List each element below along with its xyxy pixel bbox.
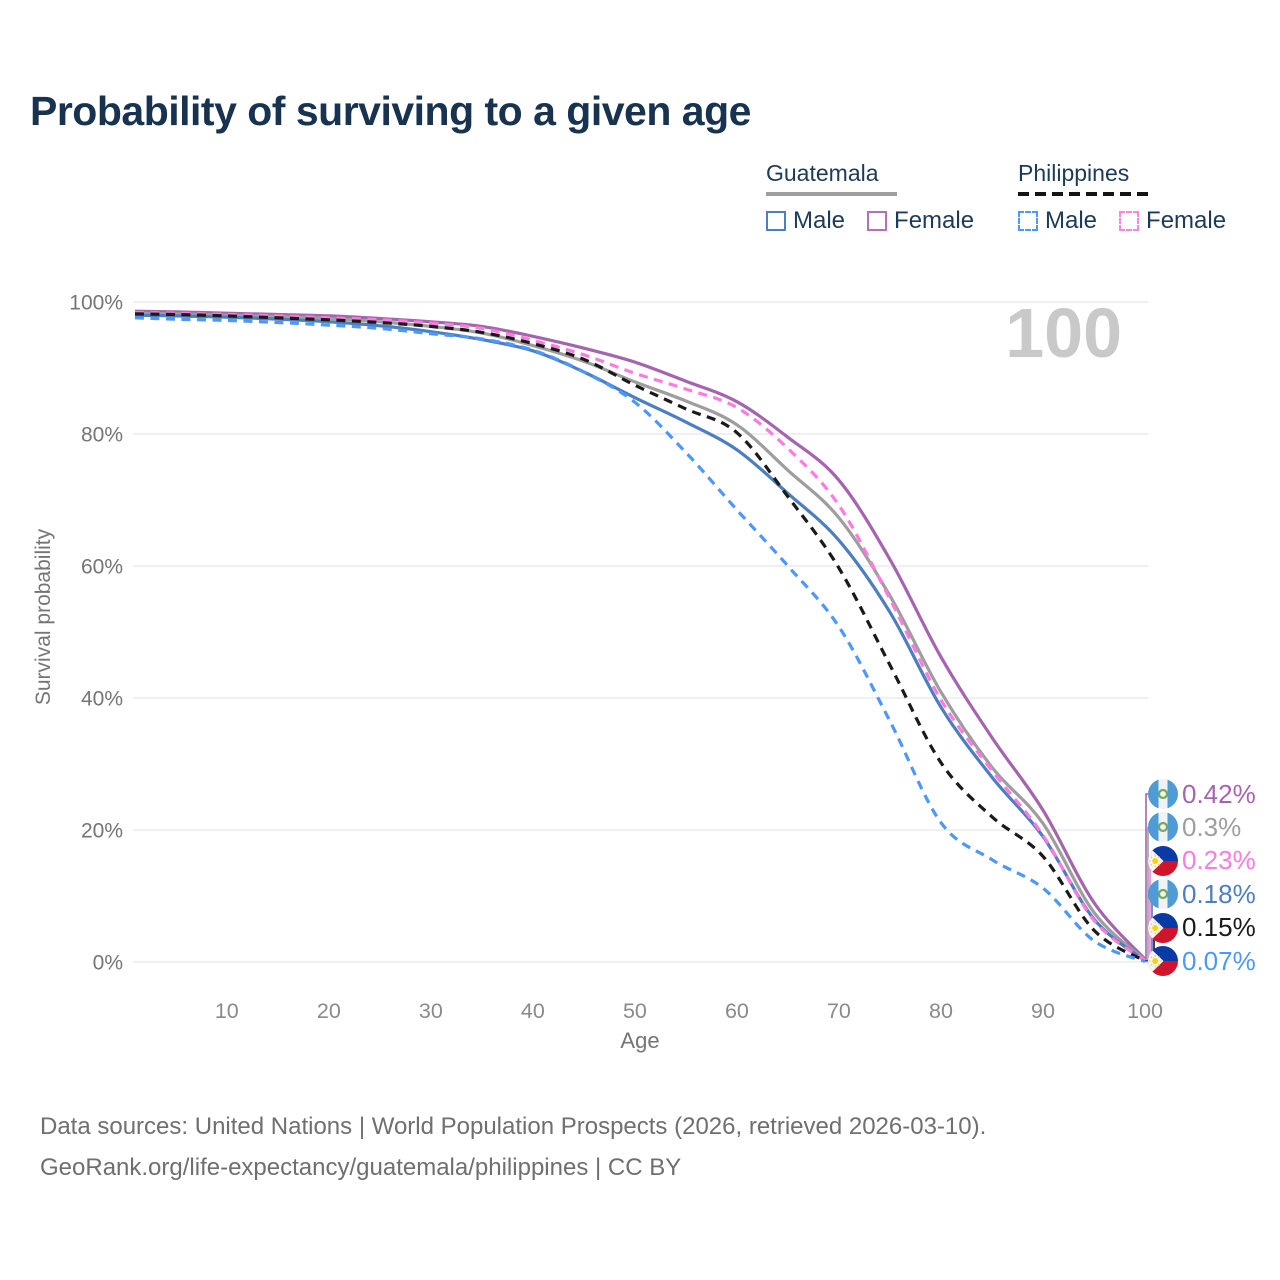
end-label-value: 0.18% (1182, 878, 1256, 909)
y-tick-label: 0% (93, 952, 123, 975)
x-tick-label: 50 (623, 999, 647, 1023)
end-label-value: 0.3% (1182, 811, 1242, 842)
end-label-guatemala-male: 0.18% (1148, 878, 1256, 910)
guatemala-male-swatch-icon (766, 211, 786, 231)
legend-group-philippines: Philippines Male Female (1018, 160, 1248, 235)
end-label-philippines-both: 0.15% (1148, 912, 1256, 943)
x-axis-title: Age (620, 1028, 660, 1053)
end-label-guatemala-both: 0.3% (1148, 811, 1242, 843)
x-tick-label: 90 (1031, 999, 1055, 1023)
end-label-philippines-male: 0.07% (1148, 946, 1256, 976)
data-source-footer: Data sources: United Nations | World Pop… (40, 1106, 1240, 1188)
legend-group-philippines-header[interactable]: Philippines (1018, 160, 1248, 196)
legend-item-philippines-female[interactable]: Female (1119, 207, 1226, 235)
curve-guatemala-male[interactable] (134, 313, 1147, 963)
y-tick-label: 40% (81, 688, 123, 711)
x-tick-label: 100 (1127, 999, 1163, 1023)
curve-philippines-female[interactable] (134, 311, 1146, 962)
guatemala-flag-icon (1148, 779, 1178, 809)
end-label-value: 0.42% (1182, 778, 1256, 809)
end-label-philippines-female: 0.23% (1148, 845, 1256, 876)
legend-item-philippines-male[interactable]: Male (1018, 207, 1097, 235)
legend-item-label: Female (894, 207, 975, 234)
x-tick-label: 70 (827, 999, 851, 1023)
x-tick-label: 60 (725, 999, 749, 1023)
curve-guatemala-both[interactable] (134, 311, 1147, 962)
legend-item-guatemala-female[interactable]: Female (867, 207, 974, 235)
curve-guatemala-female[interactable] (134, 309, 1147, 961)
x-tick-label: 80 (929, 999, 953, 1023)
x-tick-label: 10 (215, 999, 239, 1023)
x-tick-label: 30 (419, 999, 443, 1023)
y-tick-label: 80% (81, 424, 123, 447)
legend-item-label: Female (1146, 207, 1227, 234)
data-source-line: Data sources: United Nations | World Pop… (40, 1113, 987, 1140)
philippines-dashed-line-icon (1018, 192, 1149, 196)
guatemala-flag-icon (1148, 812, 1178, 843)
end-label-value: 0.07% (1182, 945, 1256, 976)
philippines-flag-icon (1148, 912, 1178, 943)
curve-philippines-both[interactable] (134, 312, 1146, 963)
legend-group-guatemala-header[interactable]: Guatemala (766, 160, 996, 196)
philippines-female-swatch-icon (1119, 211, 1140, 231)
guatemala-female-swatch-icon (867, 211, 888, 231)
legend-group-guatemala-title: Guatemala (766, 160, 879, 186)
curve-philippines-male[interactable] (134, 316, 1146, 964)
page-title: Probability of surviving to a given age (30, 88, 751, 134)
x-tick-label: 20 (317, 999, 341, 1023)
guatemala-solid-line-icon (766, 192, 897, 196)
legend-group-philippines-title: Philippines (1018, 160, 1130, 186)
age-watermark: 100 (1005, 294, 1122, 372)
legend-item-guatemala-male[interactable]: Male (766, 207, 845, 235)
legend-group-guatemala: Guatemala Male Female (766, 160, 996, 235)
legend-item-label: Male (793, 207, 846, 234)
y-tick-label: 100% (69, 292, 123, 315)
philippines-male-swatch-icon (1018, 211, 1038, 231)
end-label-value: 0.23% (1182, 845, 1256, 876)
y-tick-label: 20% (81, 820, 123, 843)
legend-item-label: Male (1045, 207, 1098, 234)
guatemala-flag-icon (1148, 879, 1178, 910)
y-tick-label: 60% (81, 556, 123, 579)
x-tick-label: 40 (521, 999, 545, 1023)
philippines-flag-icon (1148, 845, 1178, 876)
end-label-guatemala-female: 0.42% (1148, 779, 1256, 809)
philippines-flag-icon (1148, 946, 1178, 976)
attribution-line: GeoRank.org/life-expectancy/guatemala/ph… (40, 1154, 682, 1181)
end-label-value: 0.15% (1182, 912, 1256, 943)
